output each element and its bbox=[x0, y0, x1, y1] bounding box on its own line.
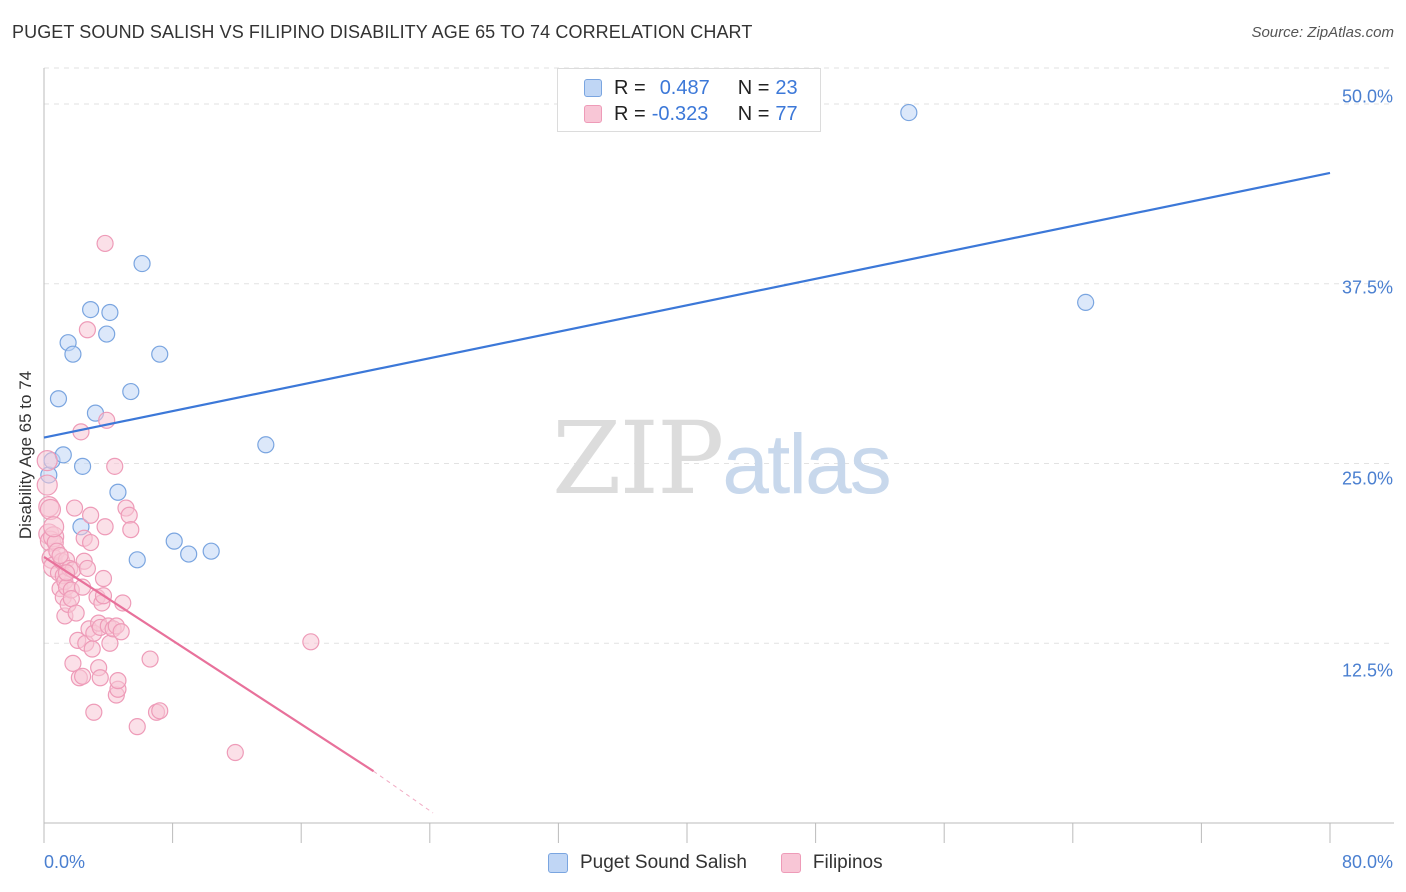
puget-point-18 bbox=[180, 545, 198, 563]
puget-point-8 bbox=[82, 301, 100, 319]
legend-r-label: R = bbox=[614, 102, 646, 125]
legend-r-value: -0.323 bbox=[651, 102, 709, 125]
puget-point-17 bbox=[165, 532, 183, 550]
series-legend: Puget Sound Salish Filipinos bbox=[548, 852, 883, 874]
x-tick-label-min: 0.0% bbox=[44, 852, 86, 872]
legend-label-filipinos: Filipinos bbox=[812, 852, 883, 873]
y-axis-label: Disability Age 65 to 74 bbox=[16, 370, 35, 540]
puget-point-19 bbox=[202, 542, 220, 560]
legend-swatch-pink bbox=[584, 105, 602, 123]
filipino-point-51 bbox=[96, 518, 114, 536]
legend-n-label: N = bbox=[737, 102, 770, 125]
filipino-point-34 bbox=[78, 559, 97, 578]
filipino-point-66 bbox=[128, 718, 146, 736]
filipino-point-22 bbox=[64, 654, 82, 672]
y-tick-label-37-5: 37.5% bbox=[1341, 277, 1393, 298]
filipino-point-24 bbox=[65, 499, 84, 517]
legend-row-puget: R = 0.487 N = 23 bbox=[584, 77, 798, 99]
filipino-point-75 bbox=[51, 546, 69, 565]
source-credit: Source: ZipAtlas.com bbox=[1251, 24, 1394, 41]
watermark-zip: ZIP bbox=[552, 400, 724, 517]
legend-swatch-puget bbox=[548, 853, 568, 873]
filipino-point-69 bbox=[151, 702, 169, 720]
puget-point-21 bbox=[900, 103, 918, 122]
filipino-point-37 bbox=[82, 506, 100, 524]
watermark: ZIPatlas bbox=[552, 400, 892, 517]
puget-point-10 bbox=[98, 325, 116, 343]
y-tick-label-12-5: 12.5% bbox=[1341, 660, 1393, 681]
puget-point-2 bbox=[49, 390, 68, 408]
puget-trend-line bbox=[43, 171, 1331, 439]
chart-title: PUGET SOUND SALISH VS FILIPINO DISABILIT… bbox=[12, 22, 753, 42]
filipino-point-41 bbox=[85, 703, 103, 721]
y-tick-label-25: 25.0% bbox=[1341, 468, 1393, 489]
filipino-point-50 bbox=[96, 234, 114, 253]
filipino-point-71 bbox=[302, 633, 320, 651]
correlation-legend: R = 0.487 N = 23 R = -0.323 N = 77 bbox=[557, 68, 821, 132]
filipino-point-0 bbox=[36, 474, 58, 496]
puget-point-14 bbox=[128, 551, 146, 569]
filipino-point-39 bbox=[83, 640, 101, 658]
filipino-point-72 bbox=[36, 450, 58, 472]
legend-n-value: 77 bbox=[775, 102, 798, 125]
puget-point-13 bbox=[122, 382, 140, 401]
puget-point-20 bbox=[257, 436, 275, 454]
filipino-point-64 bbox=[120, 506, 138, 524]
puget-point-5 bbox=[64, 345, 82, 363]
filipino-point-73 bbox=[39, 498, 62, 521]
filipino-trend-line bbox=[43, 556, 375, 773]
filipino-trend-extension bbox=[373, 770, 434, 814]
filipino-point-67 bbox=[141, 650, 159, 668]
filipino-point-38 bbox=[82, 533, 100, 552]
filipino-point-45 bbox=[91, 669, 109, 687]
filipino-point-61 bbox=[112, 623, 130, 641]
legend-label-puget: Puget Sound Salish bbox=[580, 852, 747, 873]
legend-swatch-filipinos bbox=[780, 853, 801, 873]
filipino-point-56 bbox=[106, 457, 124, 475]
y-tick-label-50: 50.0% bbox=[1341, 86, 1393, 107]
puget-point-15 bbox=[133, 254, 151, 273]
filipino-point-49 bbox=[94, 569, 113, 588]
puget-point-16 bbox=[151, 345, 169, 363]
puget-point-7 bbox=[73, 457, 92, 475]
puget-point-22 bbox=[1077, 293, 1095, 312]
filipino-point-30 bbox=[73, 667, 92, 685]
x-tick-label-max: 80.0% bbox=[1341, 852, 1393, 872]
filipino-point-25 bbox=[67, 604, 85, 622]
legend-row-filipinos: R = -0.323 N = 77 bbox=[584, 103, 798, 125]
legend-r-value: 0.487 bbox=[659, 76, 710, 99]
watermark-atlas: atlas bbox=[722, 417, 891, 511]
filipino-point-65 bbox=[122, 521, 140, 539]
filipino-point-74 bbox=[43, 516, 65, 538]
puget-point-11 bbox=[101, 303, 119, 322]
legend-n-label: N = bbox=[737, 76, 770, 99]
legend-r-label: R = bbox=[614, 76, 646, 99]
filipino-point-35 bbox=[78, 321, 97, 339]
puget-point-12 bbox=[109, 483, 127, 501]
legend-n-value: 23 bbox=[775, 76, 798, 99]
filipino-point-60 bbox=[109, 672, 127, 690]
legend-swatch-blue bbox=[584, 79, 602, 97]
filipino-point-70 bbox=[226, 743, 244, 762]
